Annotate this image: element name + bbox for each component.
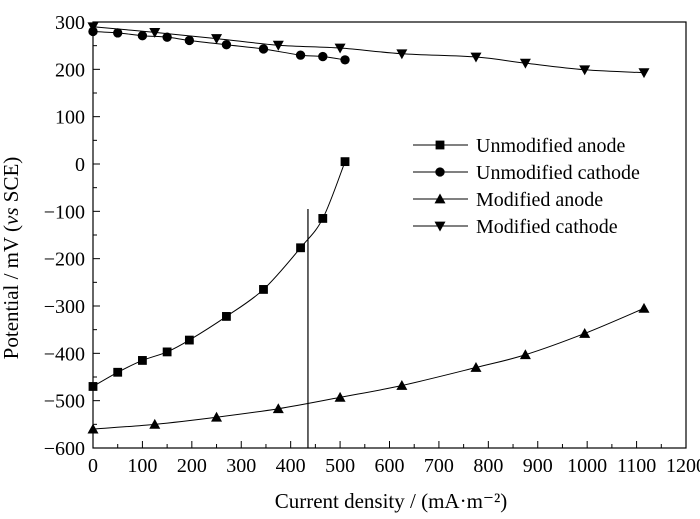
y-tick-label: 0 (75, 154, 85, 176)
marker-square (296, 243, 305, 253)
x-tick-label: 400 (276, 455, 306, 477)
x-tick-label: 600 (375, 455, 405, 477)
y-tick-label: −100 (44, 201, 85, 223)
y-tick-label: −200 (44, 249, 85, 271)
marker-triangle-down (87, 22, 99, 33)
series-modified-cathode (87, 22, 650, 79)
marker-square (259, 285, 268, 294)
marker-triangle-up (149, 418, 161, 429)
x-tick-label: 1000 (567, 455, 607, 477)
x-tick-label: 1200 (666, 455, 700, 477)
marker-triangle-down (579, 65, 591, 76)
marker-triangle-down (434, 221, 446, 232)
marker-circle (318, 51, 328, 62)
y-axis-title: Potential / mV (vs SCE) (0, 157, 23, 360)
marker-circle (162, 32, 172, 42)
series-line (92, 30, 346, 61)
marker-triangle-down (149, 28, 161, 38)
marker-triangle-up (519, 349, 531, 360)
y-tick-label: −500 (44, 391, 85, 413)
y-tick-label: 100 (55, 107, 85, 129)
marker-square (138, 356, 147, 365)
y-tick-label: −400 (44, 343, 85, 365)
marker-square (340, 157, 350, 167)
marker-triangle-up (272, 403, 284, 414)
marker-square (435, 140, 445, 150)
x-tick-label: 100 (127, 455, 157, 477)
marker-square (184, 335, 194, 345)
series-unmodified-cathode (88, 26, 350, 65)
marker-triangle-down (272, 40, 284, 51)
marker-circle (137, 31, 148, 41)
legend-label: Modified anode (476, 189, 603, 211)
series-line (92, 307, 645, 430)
marker-triangle-up (579, 327, 591, 338)
marker-circle (295, 50, 306, 60)
marker-circle (113, 28, 123, 38)
legend-label: Unmodified anode (476, 135, 626, 157)
x-tick-label: 300 (226, 455, 256, 477)
marker-triangle-up (396, 380, 408, 390)
y-axis-title-part: Potential / mV ( (0, 225, 23, 359)
y-tick-label: 300 (55, 12, 85, 34)
y-tick-label: −300 (44, 296, 85, 318)
x-tick-label: 800 (473, 455, 503, 477)
marker-triangle-up (470, 362, 482, 372)
x-tick-label: 1100 (617, 455, 656, 477)
marker-square (318, 214, 328, 223)
marker-square (88, 382, 98, 391)
x-tick-label: 700 (424, 455, 454, 477)
marker-triangle-up (334, 391, 346, 402)
marker-triangle-up (434, 193, 446, 204)
y-tick-label: 200 (55, 59, 85, 81)
series-line (92, 26, 645, 74)
y-axis-title-part: vs (0, 207, 23, 225)
series-unmodified-anode (88, 157, 350, 391)
legend-label: Modified cathode (476, 216, 618, 238)
x-tick-label: 500 (325, 455, 355, 477)
marker-triangle-down (470, 52, 482, 63)
marker-triangle-down (334, 43, 346, 54)
marker-square (162, 347, 172, 357)
marker-triangle-down (519, 58, 531, 69)
legend-label: Unmodified cathode (476, 162, 640, 184)
x-tick-label: 0 (88, 455, 98, 477)
x-tick-label: 900 (523, 455, 553, 477)
marker-triangle-up (87, 423, 99, 434)
x-axis-title: Current density / (mA·m⁻²) (275, 489, 508, 513)
marker-circle (340, 55, 350, 65)
marker-triangle-up (638, 302, 650, 313)
marker-triangle-up (211, 411, 223, 422)
series-modified-anode (87, 302, 650, 434)
marker-triangle-down (211, 34, 223, 45)
marker-circle (184, 35, 195, 46)
legend: Unmodified anode Unmodified cathode Modifi… (413, 135, 640, 238)
marker-triangle-down (638, 68, 650, 79)
marker-square (113, 367, 123, 377)
marker-circle (258, 44, 269, 54)
y-tick-label: −600 (44, 438, 85, 460)
series-line (92, 161, 346, 387)
marker-triangle-down (396, 49, 408, 60)
y-axis-title-part: SCE) (0, 157, 23, 208)
marker-square (222, 312, 231, 321)
marker-circle (435, 167, 445, 177)
x-tick-label: 200 (177, 455, 207, 477)
marker-circle (221, 40, 232, 50)
